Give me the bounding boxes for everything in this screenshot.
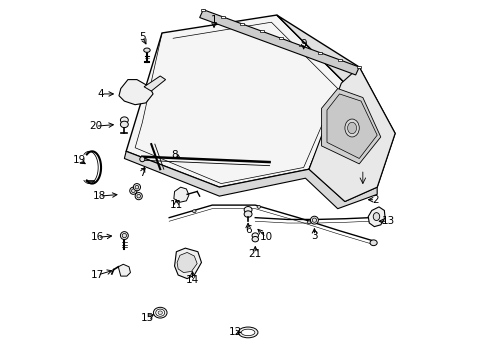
Ellipse shape [122,233,126,238]
Ellipse shape [129,187,137,194]
Polygon shape [177,252,197,273]
Ellipse shape [137,194,140,198]
Ellipse shape [120,121,128,128]
Text: 10: 10 [259,232,272,242]
Ellipse shape [241,329,254,336]
Text: 1: 1 [210,15,217,26]
Text: 16: 16 [91,232,104,242]
Ellipse shape [238,327,258,338]
Polygon shape [260,30,263,32]
Text: 11: 11 [169,200,183,210]
Text: 8: 8 [171,150,178,160]
Polygon shape [201,9,204,10]
Ellipse shape [257,206,260,208]
Text: 14: 14 [185,275,199,285]
Polygon shape [276,15,394,202]
Polygon shape [174,187,188,202]
Text: 17: 17 [91,270,104,280]
Text: 9: 9 [300,39,306,49]
Ellipse shape [306,221,310,224]
Ellipse shape [143,48,150,52]
Ellipse shape [251,237,258,242]
Ellipse shape [344,119,359,137]
Polygon shape [199,10,359,75]
Polygon shape [367,207,384,226]
Polygon shape [240,23,244,25]
Polygon shape [126,15,344,187]
Ellipse shape [251,233,258,238]
Polygon shape [357,66,360,68]
Ellipse shape [131,189,135,193]
Ellipse shape [192,210,196,213]
Ellipse shape [310,216,318,224]
Text: 3: 3 [310,231,317,240]
Ellipse shape [140,157,144,162]
Polygon shape [221,16,224,18]
Ellipse shape [158,311,162,315]
Polygon shape [118,264,130,276]
Polygon shape [119,80,153,105]
Polygon shape [326,94,376,158]
Text: 4: 4 [98,89,104,99]
Ellipse shape [155,309,164,316]
Ellipse shape [120,231,128,239]
Text: 21: 21 [248,248,262,258]
Polygon shape [298,45,302,46]
Text: 13: 13 [381,216,394,226]
Polygon shape [321,89,380,164]
Text: 18: 18 [92,191,106,201]
Text: 19: 19 [73,155,86,165]
Ellipse shape [369,240,376,246]
Ellipse shape [347,122,356,134]
Ellipse shape [312,218,316,222]
Polygon shape [308,67,394,202]
Ellipse shape [372,213,379,221]
Polygon shape [174,248,201,279]
Text: 5: 5 [139,32,145,41]
Text: 12: 12 [228,327,242,337]
Polygon shape [124,151,376,209]
Polygon shape [337,59,341,61]
Ellipse shape [135,185,139,189]
Ellipse shape [244,207,251,213]
Text: 20: 20 [89,121,102,131]
Text: 2: 2 [371,195,378,205]
Polygon shape [318,52,322,54]
Polygon shape [144,76,165,91]
Ellipse shape [153,307,167,318]
Ellipse shape [135,193,142,200]
Polygon shape [279,37,283,39]
Ellipse shape [244,211,251,217]
Text: 6: 6 [244,225,251,235]
Ellipse shape [120,117,128,123]
Text: 15: 15 [141,313,154,323]
Text: 7: 7 [139,168,145,178]
Ellipse shape [133,184,140,191]
